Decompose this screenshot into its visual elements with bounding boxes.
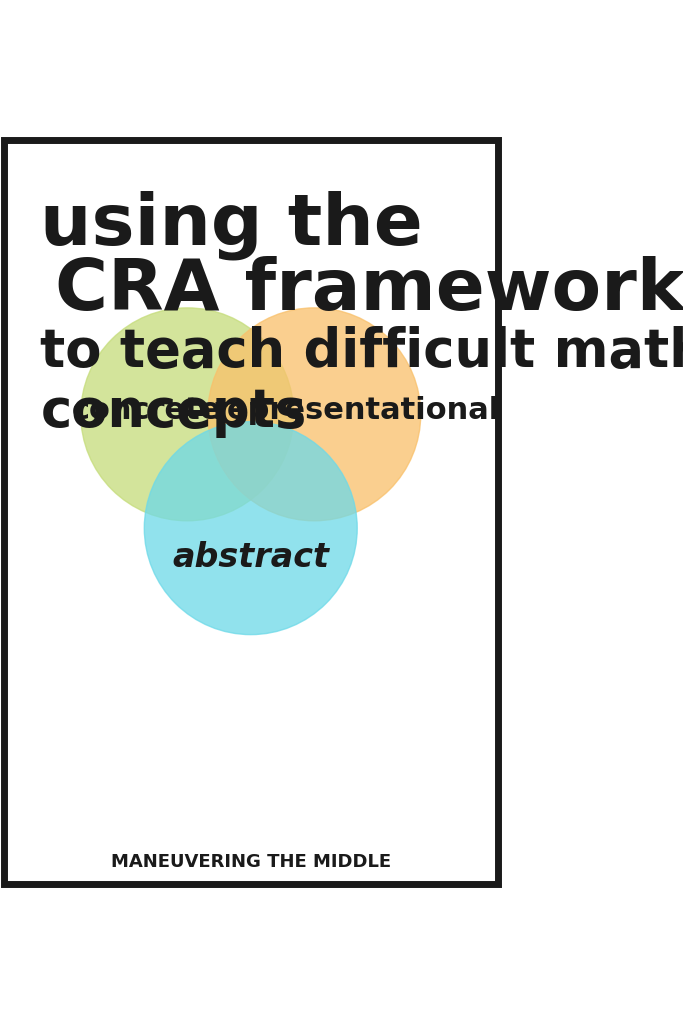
Text: representational: representational xyxy=(212,396,500,425)
Text: CRA framework: CRA framework xyxy=(55,256,683,326)
Text: abstract: abstract xyxy=(172,541,329,574)
Text: to teach difficult math
concepts: to teach difficult math concepts xyxy=(40,327,683,438)
Text: MANEUVERING THE MIDDLE: MANEUVERING THE MIDDLE xyxy=(111,853,391,871)
Circle shape xyxy=(81,308,294,521)
Text: concrete: concrete xyxy=(72,396,221,425)
Circle shape xyxy=(208,308,421,521)
Text: using the: using the xyxy=(40,190,423,260)
Circle shape xyxy=(144,422,357,635)
